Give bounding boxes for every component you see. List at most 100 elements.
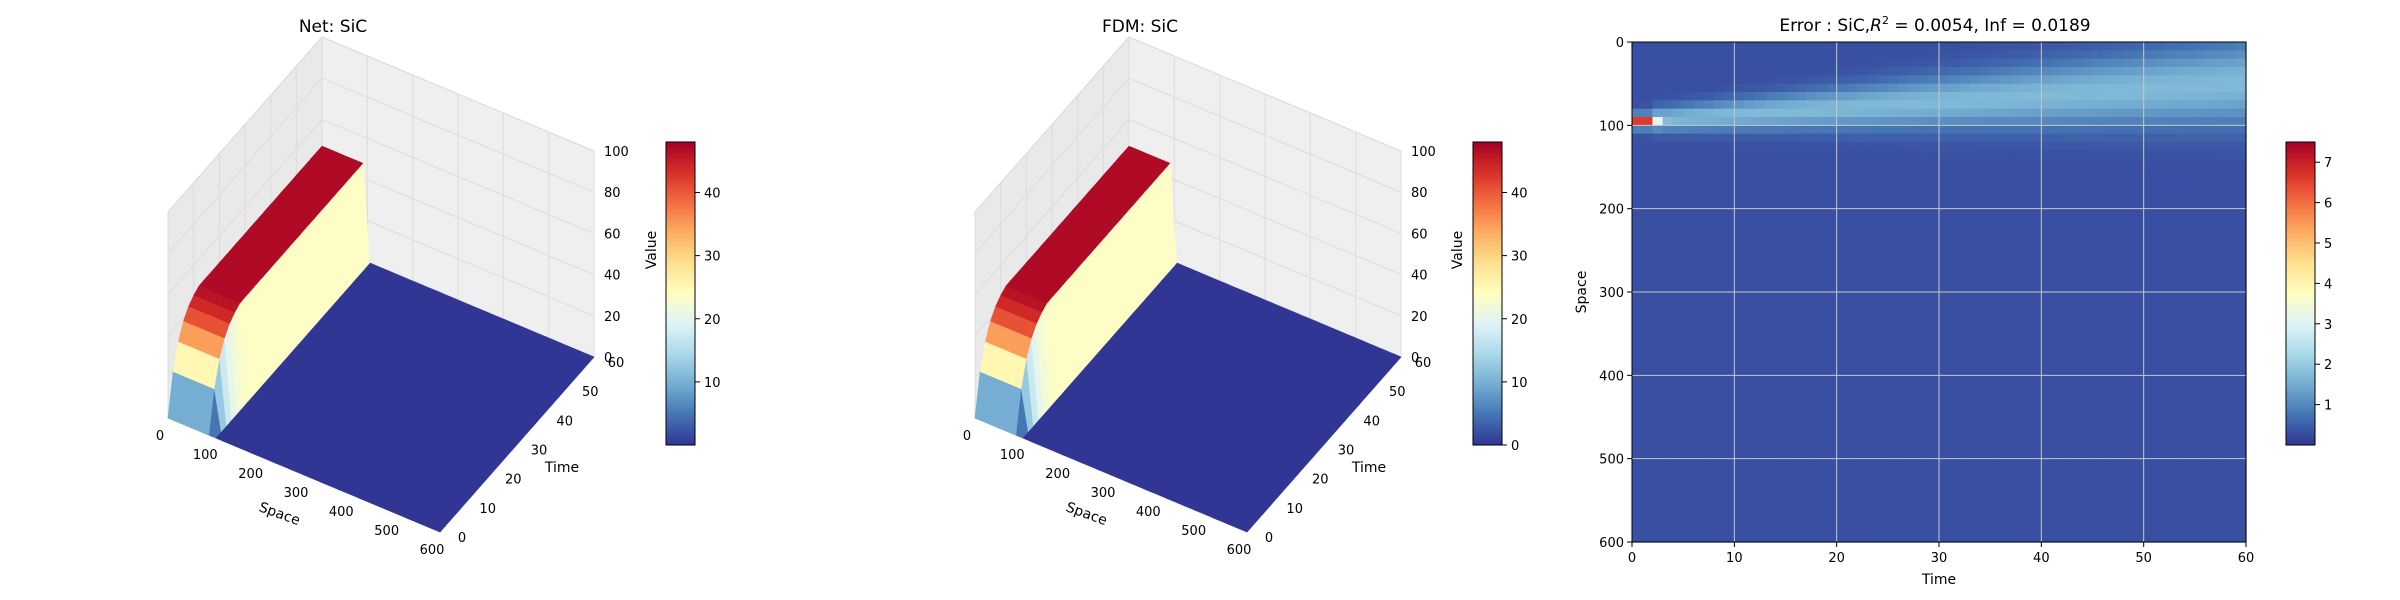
heatmap-cell [1898,250,1909,260]
heatmap-cell [2225,308,2237,318]
heatmap-cell [1724,258,1735,268]
heatmap-cell [2194,217,2206,226]
heatmap-cell [2102,267,2114,276]
heatmap-cell [2112,42,2124,51]
heatmap-cell [1693,250,1705,260]
heatmap-cell [2143,75,2155,85]
heatmap-cell [2194,75,2206,85]
heatmap-cell [1724,142,1735,151]
heatmap-cell [1713,250,1725,260]
heatmap-cell [1703,83,1715,93]
heatmap-cell [1683,117,1694,126]
heatmap-cell [1683,292,1694,301]
heatmap-cell [1857,42,1868,51]
heatmap-cell [1928,192,1940,201]
heatmap-cell [2133,83,2145,93]
heatmap-cell [1703,208,1715,218]
heatmap-cell [1703,308,1715,318]
heatmap-cell [1683,92,1694,101]
heatmap-cell [2000,333,2012,343]
heatmap-cell [2010,117,2022,126]
heatmap-cell [1724,300,1735,310]
heatmap-cell [2000,267,2012,276]
heatmap-cell [1867,100,1879,110]
heatmap-cell [1918,267,1930,276]
heatmap-cell [2123,367,2135,376]
heatmap-cell [1969,117,1981,126]
heatmap-cell [2092,200,2104,210]
heatmap-cell [1785,208,1797,218]
heatmap-cell [2194,258,2206,268]
heatmap-cell [2000,75,2012,85]
heatmap-cell [2184,283,2196,293]
heatmap-cell [1693,150,1705,160]
heatmap-cell [2092,133,2104,143]
heatmap-cell [1898,325,1909,335]
heatmap-cell [2051,217,2063,226]
heatmap-cell [1683,383,1694,393]
heatmap-cell [1877,292,1889,301]
heatmap-cell [1652,350,1664,360]
heatmap-cell [2020,133,2032,143]
heatmap-cell [2031,208,2042,218]
heatmap-cell [2215,208,2227,218]
heatmap-cell [1826,117,1838,126]
heatmap-cell [1672,375,1684,385]
fdm-x-axis-label: Space [1064,499,1110,529]
heatmap-cell [1795,283,1807,293]
heatmap-cell [2143,183,2155,193]
heatmap-cell [1765,292,1776,301]
heatmap-cell [1939,225,1950,235]
heatmap-cell [1632,325,1643,335]
heatmap-cell [1857,317,1868,326]
heatmap-cell [1959,100,1971,110]
heatmap-cell [1867,308,1879,318]
heatmap-cell [2092,358,2104,368]
heatmap-cell [2041,200,2053,210]
heatmap-cell [1642,233,1654,243]
heatmap-cell [2041,100,2053,110]
heatmap-cell [1744,142,1756,151]
heatmap-cell [2123,67,2135,76]
heatmap-cell [2051,92,2063,101]
heatmap-cell [1836,175,1848,185]
heatmap-cell [1857,258,1868,268]
heatmap-cell [2184,225,2196,235]
heatmap-cell [2133,225,2145,235]
heatmap-cell [1632,383,1643,393]
heatmap-cell [2184,308,2196,318]
heatmap-cell [1642,225,1654,235]
heatmap-cell [1867,275,1879,285]
heatmap-cell [1990,283,2001,293]
heatmap-cell [1775,125,1787,135]
heatmap-cell [1775,308,1787,318]
heatmap-cell [1734,183,1746,193]
heatmap-cell [2205,108,2216,118]
heatmap-cell [1857,108,1868,118]
heatmap-cell [2174,150,2186,160]
heatmap-cell [1662,175,1674,185]
heatmap-cell [1795,292,1807,301]
heatmap-cell [1898,175,1909,185]
heatmap-cell [1949,83,1961,93]
heatmap-cell [1775,50,1787,60]
heatmap-cell [1734,242,1746,251]
heatmap-cell [1805,283,1817,293]
heatmap-cell [1775,267,1787,276]
y-tick-label: 0 [458,531,466,546]
heatmap-cell [1775,233,1787,243]
heatmap-cell [1959,167,1971,176]
heatmap-cell [1979,308,1991,318]
heatmap-cell [1928,75,1940,85]
heatmap-cell [2235,242,2247,251]
heatmap-cell [1990,42,2001,51]
heatmap-cell [2235,208,2247,218]
heatmap-cell [2061,300,2073,310]
heatmap-cell [1775,292,1787,301]
heatmap-cell [1918,175,1930,185]
heatmap-cell [1713,267,1725,276]
heatmap-cell [1775,375,1787,385]
heatmap-cell [1990,133,2001,143]
heatmap-cell [1642,42,1654,51]
heatmap-cell [1816,75,1828,85]
